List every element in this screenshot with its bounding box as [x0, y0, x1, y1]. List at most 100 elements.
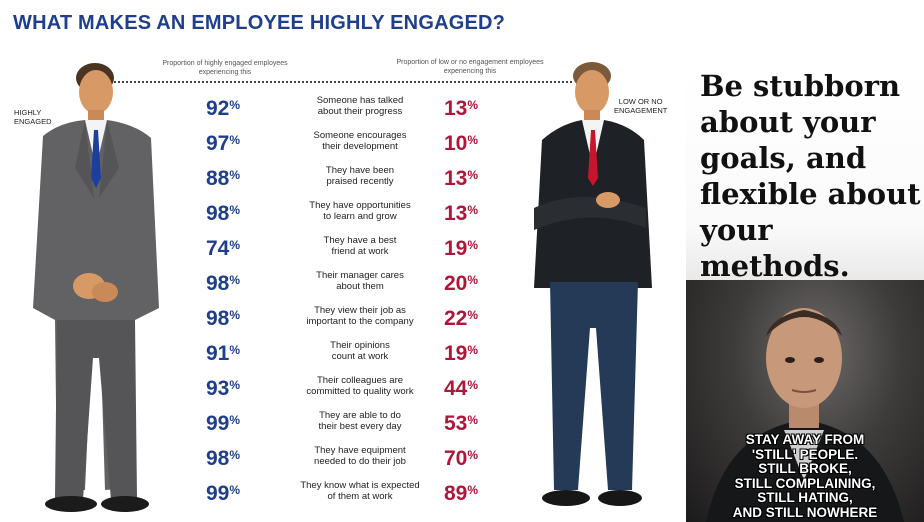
high-value-number: 74: [206, 237, 230, 260]
low-engaged-value: 13%: [444, 202, 478, 226]
statement-line: They know what is expected: [300, 480, 420, 491]
percent-sign: %: [229, 413, 241, 427]
high-engaged-value: 99%: [206, 482, 240, 506]
percent-sign: %: [229, 378, 241, 392]
statement-line: of them at work: [327, 491, 393, 502]
low-engaged-value: 19%: [444, 237, 478, 261]
percent-sign: %: [467, 133, 479, 147]
statement-label: Someone encourages their development: [270, 130, 450, 152]
statement-line: their best every day: [318, 421, 402, 432]
statement-line: praised recently: [326, 176, 394, 187]
statement-line: count at work: [331, 351, 389, 362]
statement-line: Someone encourages: [313, 130, 407, 141]
quote-line: Be stubborn: [700, 69, 901, 103]
table-row: 97% Someone encourages their development 10…: [0, 130, 690, 167]
low-value-number: 19: [444, 237, 468, 260]
statement-label: Their opinions count at work: [270, 340, 450, 362]
low-engaged-value: 10%: [444, 132, 478, 156]
statement-line: They are able to do: [319, 410, 401, 421]
high-value-number: 99: [206, 482, 230, 505]
table-row: 98% Their manager cares about them 20%: [0, 270, 690, 307]
portrait-caption: STAY AWAY FROM 'STILL' PEOPLE. STILL BRO…: [686, 432, 924, 520]
table-row: 91% Their opinions count at work 19%: [0, 340, 690, 377]
table-row: 98% They view their job as important to th…: [0, 305, 690, 342]
statement-line: They view their job as: [314, 305, 406, 316]
portrait-photo: STAY AWAY FROM 'STILL' PEOPLE. STILL BRO…: [686, 280, 924, 522]
statement-line: Their opinions: [330, 340, 390, 351]
table-row: 99% They know what is expected of them at …: [0, 480, 690, 517]
percent-sign: %: [467, 273, 479, 287]
caption-line: STILL COMPLAINING,: [734, 475, 876, 491]
percent-sign: %: [229, 273, 241, 287]
high-engaged-value: 74%: [206, 237, 240, 261]
statement-line: friend at work: [331, 246, 389, 257]
low-value-number: 20: [444, 272, 468, 295]
low-engaged-label: LOW OR NO ENGAGEMENT: [614, 97, 667, 115]
statement-line: They have opportunities: [309, 200, 411, 211]
page-title: WHAT MAKES AN EMPLOYEE HIGHLY ENGAGED?: [13, 12, 506, 34]
high-label-line-2: ENGAGED: [14, 117, 52, 126]
table-row: 92% Someone has talked about their progres…: [0, 95, 690, 132]
high-value-number: 99: [206, 412, 230, 435]
statement-label: Their manager cares about them: [270, 270, 450, 292]
percent-sign: %: [229, 343, 241, 357]
statement-label: Their colleagues are committed to quality…: [270, 375, 450, 397]
statement-line: to learn and grow: [323, 211, 397, 222]
high-value-number: 93: [206, 377, 230, 400]
statement-label: They have been praised recently: [270, 165, 450, 187]
table-row: 98% They have equipment needed to do their…: [0, 445, 690, 482]
quote-background: [686, 66, 924, 280]
percent-sign: %: [467, 98, 479, 112]
low-engaged-value: 19%: [444, 342, 478, 366]
low-value-number: 70: [444, 447, 468, 470]
highly-engaged-man-illustration: [33, 63, 159, 512]
high-value-number: 98: [206, 307, 230, 330]
statement-line: about them: [336, 281, 384, 292]
low-value-number: 13: [444, 202, 468, 225]
high-value-number: 97: [206, 132, 230, 155]
percent-sign: %: [467, 448, 479, 462]
high-value-number: 91: [206, 342, 230, 365]
percent-sign: %: [229, 168, 241, 182]
high-column-header: Proportion of highly engaged employees e…: [162, 60, 288, 76]
statement-line: They have equipment: [314, 445, 406, 456]
low-engaged-value: 70%: [444, 447, 478, 471]
high-value-number: 88: [206, 167, 230, 190]
percent-sign: %: [467, 483, 479, 497]
high-engaged-value: 97%: [206, 132, 240, 156]
low-value-number: 89: [444, 482, 468, 505]
table-row: 98% They have opportunities to learn and g…: [0, 200, 690, 237]
quote-line: your methods.: [700, 213, 850, 283]
caption-line: AND STILL NOWHERE: [732, 504, 878, 520]
quote-line: flexible about: [700, 177, 921, 211]
percent-sign: %: [229, 133, 241, 147]
low-value-number: 53: [444, 412, 468, 435]
caption-line: STAY AWAY FROM: [745, 432, 865, 447]
low-value-number: 44: [444, 377, 468, 400]
percent-sign: %: [467, 343, 479, 357]
low-engaged-value: 13%: [444, 97, 478, 121]
low-engaged-value: 22%: [444, 307, 478, 331]
percent-sign: %: [467, 308, 479, 322]
percent-sign: %: [467, 378, 479, 392]
high-value-number: 98: [206, 202, 230, 225]
quote-panel: Be stubborn about your goals, and flexib…: [686, 66, 924, 522]
low-engaged-value: 89%: [444, 482, 478, 506]
percent-sign: %: [229, 238, 241, 252]
low-value-number: 13: [444, 167, 468, 190]
percent-sign: %: [229, 203, 241, 217]
low-value-number: 22: [444, 307, 468, 330]
quote-line: goals, and: [700, 141, 867, 175]
high-engaged-value: 98%: [206, 447, 240, 471]
caption-line: 'STILL' PEOPLE.: [751, 446, 859, 462]
statement-label: They have opportunities to learn and grow: [270, 200, 450, 222]
table-row: 99% They are able to do their best every d…: [0, 410, 690, 447]
statement-line: committed to quality work: [306, 386, 414, 397]
high-value-number: 98: [206, 447, 230, 470]
low-engagement-man-illustration: [534, 62, 652, 506]
low-label-line-2: ENGAGEMENT: [614, 106, 668, 115]
low-engaged-value: 20%: [444, 272, 478, 296]
high-value-number: 98: [206, 272, 230, 295]
caption-line: STILL HATING,: [757, 490, 853, 505]
caption-line: STILL BROKE,: [758, 461, 852, 476]
